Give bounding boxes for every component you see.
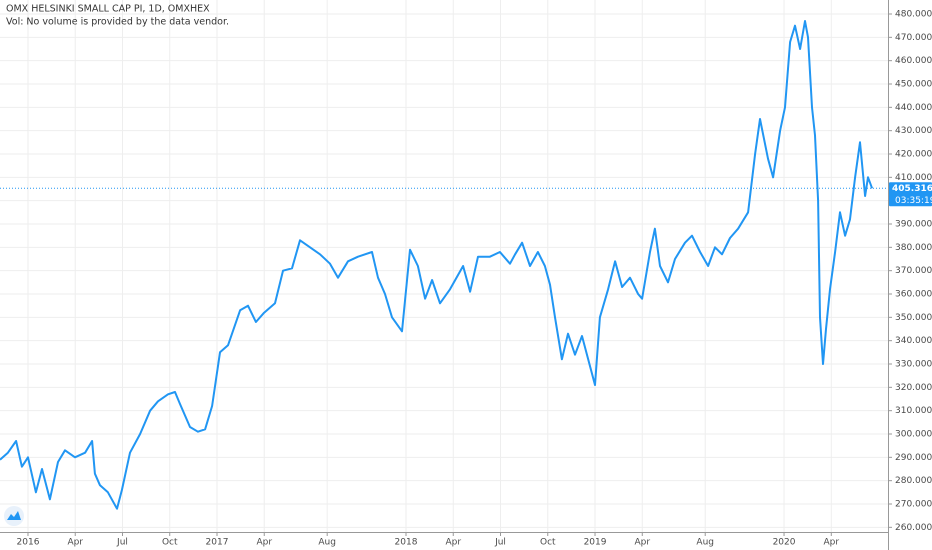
x-tick-label: Apr — [634, 538, 650, 548]
y-tick-label: 380.00000 — [895, 243, 932, 253]
x-tick-label: Jul — [494, 538, 506, 548]
x-tick-label: 2017 — [206, 538, 229, 548]
y-tick-label: 430.00000 — [895, 126, 932, 136]
x-tick-label: Apr — [256, 538, 272, 548]
y-tick-label: 450.00000 — [895, 80, 932, 90]
y-tick-label: 270.00000 — [895, 500, 932, 510]
y-tick-label: 370.00000 — [895, 266, 932, 276]
x-tick-label: 2020 — [773, 538, 796, 548]
last-price-label: 405.31637 — [892, 184, 932, 194]
y-tick-label: 360.00000 — [895, 290, 932, 300]
chart-subtitle: Vol: No volume is provided by the data v… — [6, 17, 229, 28]
grid — [0, 0, 888, 532]
y-tick-label: 460.00000 — [895, 56, 932, 66]
y-tick-label: 330.00000 — [895, 360, 932, 370]
x-tick-label: Aug — [318, 538, 336, 548]
x-tick-label: Aug — [696, 538, 714, 548]
x-tick-label: Oct — [540, 538, 556, 548]
x-tick-label: 2016 — [17, 538, 40, 548]
x-tick-label: Apr — [445, 538, 461, 548]
x-tick-label: Apr — [824, 538, 840, 548]
y-tick-label: 350.00000 — [895, 313, 932, 323]
y-tick-label: 300.00000 — [895, 430, 932, 440]
y-tick-label: 280.00000 — [895, 476, 932, 486]
x-tick-label: Jul — [116, 538, 128, 548]
y-tick-label: 340.00000 — [895, 336, 932, 346]
y-tick-label: 470.00000 — [895, 33, 932, 43]
countdown-label: 03:35:19 — [895, 196, 932, 206]
price-line — [0, 20, 874, 510]
chart-title: OMX HELSINKI SMALL CAP PI, 1D, OMXHEX — [6, 4, 210, 15]
logo[interactable] — [4, 506, 24, 526]
y-tick-label: 440.00000 — [895, 103, 932, 113]
y-tick-label: 310.00000 — [895, 406, 932, 416]
logo-bg — [4, 506, 24, 526]
x-tick-label: 2019 — [584, 538, 607, 548]
y-tick-label: 320.00000 — [895, 383, 932, 393]
x-tick-label: Oct — [162, 538, 178, 548]
y-tick-label: 420.00000 — [895, 150, 932, 160]
x-tick-label: Apr — [67, 538, 83, 548]
y-tick-label: 390.00000 — [895, 220, 932, 230]
logo-icon — [7, 511, 21, 520]
y-tick-label: 260.00000 — [895, 523, 932, 533]
y-tick-label: 480.00000 — [895, 10, 932, 20]
last-price-box — [889, 182, 932, 207]
y-tick-label: 290.00000 — [895, 453, 932, 463]
y-tick-label: 410.00000 — [895, 173, 932, 183]
x-tick-label: 2018 — [395, 538, 418, 548]
